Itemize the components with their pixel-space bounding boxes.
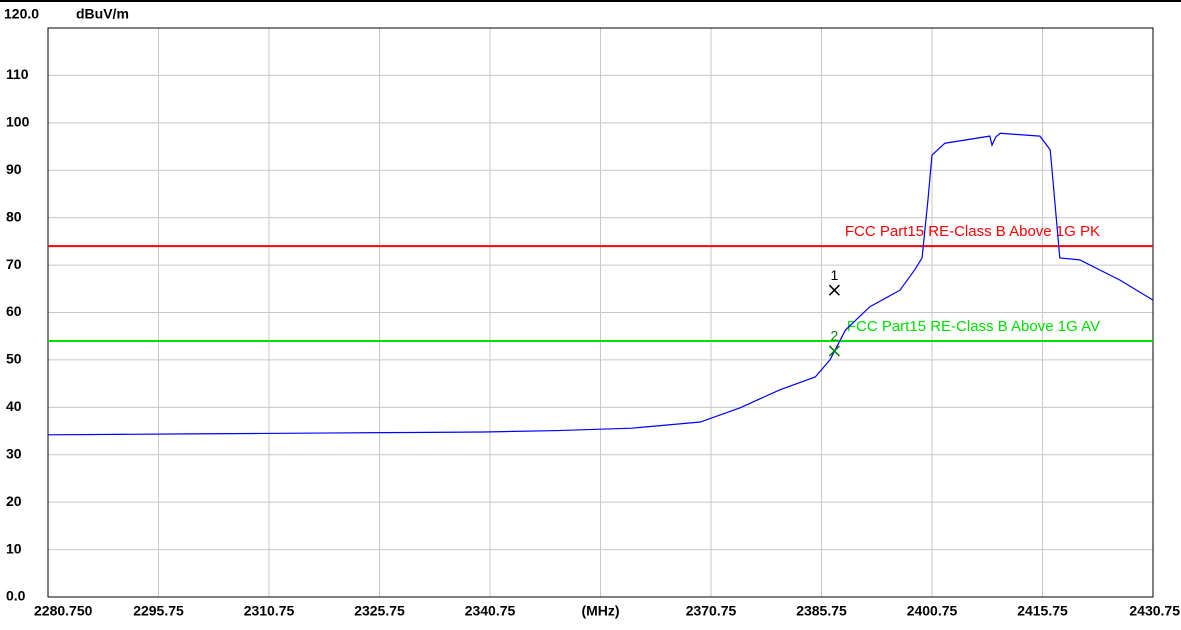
x-tick-label: 2325.75 [354,603,405,619]
y-tick-label: 90 [6,161,22,177]
y-tick-label: 120.0 [4,6,39,22]
x-tick-label: 2400.75 [907,603,958,619]
x-tick-label: 2370.75 [686,603,737,619]
marker-label: 1 [830,267,838,283]
marker-label: 2 [830,328,838,344]
limit-label: FCC Part15 RE-Class B Above 1G AV [847,318,1100,335]
y-tick-label: 80 [6,208,22,224]
marker [828,345,840,357]
y-tick-label: 110 [6,66,29,82]
x-tick-label: 2340.75 [465,603,516,619]
y-tick-label: 70 [6,256,22,272]
x-tick-label: 2430.75 [1129,603,1180,619]
y-tick-label: 50 [6,351,22,367]
limit-label: FCC Part15 RE-Class B Above 1G PK [845,223,1100,240]
x-tick-label: 2385.75 [796,603,847,619]
x-tick-label: 2310.75 [244,603,295,619]
x-tick-label: 2415.75 [1017,603,1068,619]
y-tick-label: 0.0 [6,588,26,604]
plot-frame [47,27,1154,598]
x-tick-label: 2280.750 [34,603,93,619]
y-tick-label: 60 [6,303,22,319]
y-tick-label: 100 [6,114,30,130]
trace [47,132,1154,436]
y-tick-label: 20 [6,493,22,509]
y-tick-label: 30 [6,445,22,461]
x-tick-label: 2295.75 [133,603,184,619]
marker [828,284,840,296]
x-tick-label: (MHz) [581,603,619,619]
y-tick-label: 10 [6,540,22,556]
y-tick-label: 40 [6,398,22,414]
y-axis-label: dBuV/m [76,6,129,22]
